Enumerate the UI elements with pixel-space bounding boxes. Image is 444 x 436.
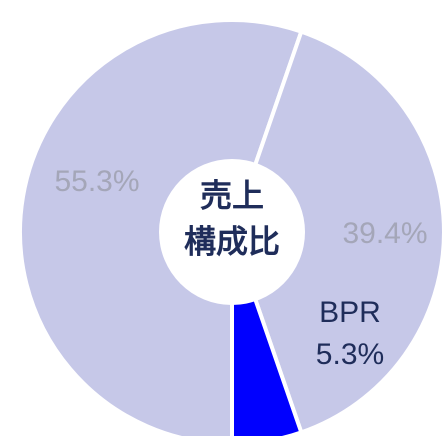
value-label: 39.4%: [342, 217, 427, 250]
category-label: BPR: [319, 296, 381, 329]
value-label: 55.3%: [54, 165, 139, 198]
center-label: 構成比: [184, 223, 280, 259]
center-label: 売上: [200, 177, 264, 213]
donut-hole: [159, 159, 305, 305]
value-label: 5.3%: [316, 338, 384, 371]
